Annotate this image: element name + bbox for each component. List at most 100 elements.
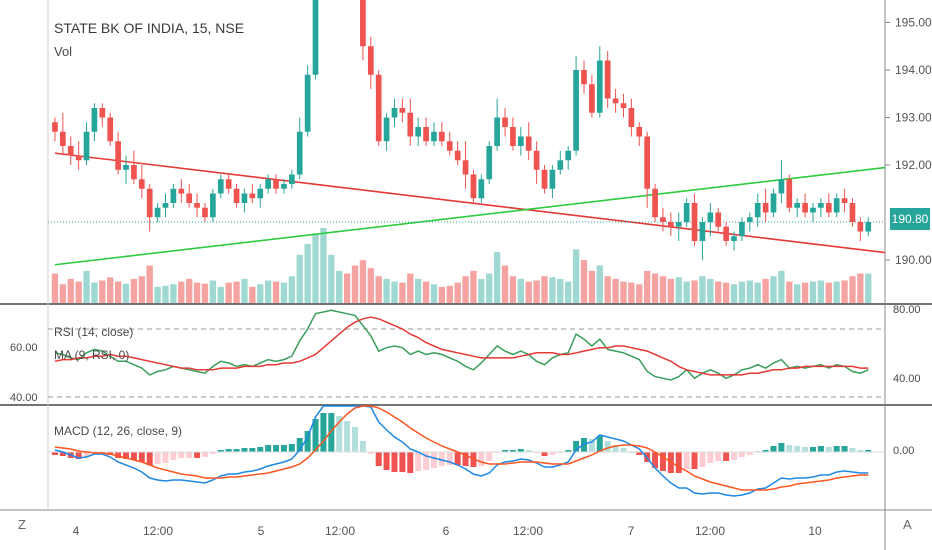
volume-bar	[580, 260, 588, 303]
volume-bar	[328, 254, 335, 303]
volume-bar	[138, 276, 145, 303]
candle-body	[138, 179, 145, 189]
auto-scale-a-button[interactable]: A	[903, 517, 912, 532]
rsi-left-lower: 40.00	[10, 392, 38, 404]
time-tick-label: 10	[808, 524, 822, 538]
candle-body	[612, 98, 619, 104]
volume-bar	[304, 244, 311, 303]
macd-histogram-bar	[288, 444, 295, 452]
price-tick-label: 195.00	[895, 16, 932, 30]
candle-body	[312, 0, 319, 75]
volume-bar	[249, 286, 256, 303]
candle-body	[257, 188, 264, 199]
volume-bar	[407, 273, 414, 303]
volume-bar	[130, 278, 138, 303]
candle-body	[818, 203, 824, 208]
macd-histogram-bar	[154, 452, 161, 464]
volume-bar	[778, 270, 785, 303]
uptrend-trendline	[54, 166, 886, 266]
volume-bar	[201, 283, 209, 303]
macd-histogram-bar	[699, 452, 706, 467]
time-tick-label: 12:00	[143, 524, 173, 538]
time-tick-label: 6	[443, 524, 450, 538]
volume-bar	[51, 273, 59, 303]
macd-histogram-bar	[841, 446, 848, 452]
volume-bar	[770, 276, 777, 303]
macd-histogram-bar	[359, 441, 366, 452]
candle-body	[746, 217, 753, 222]
candle-body	[636, 127, 643, 137]
candle-body	[525, 136, 532, 151]
macd-histogram-bar	[809, 447, 816, 452]
volume-bar	[99, 280, 106, 303]
macd-histogram-bar	[502, 450, 509, 452]
volume-bar	[715, 281, 722, 303]
price-tick-label: 193.00	[895, 111, 932, 125]
volume-bar	[257, 284, 264, 303]
macd-histogram-bar	[391, 452, 398, 472]
time-tick-label: 5	[258, 524, 265, 538]
volume-bar	[628, 282, 635, 303]
macd-histogram-bar	[83, 452, 90, 457]
macd-histogram-bar	[762, 450, 769, 452]
candle-body	[52, 122, 58, 132]
candle-body	[60, 131, 66, 146]
volume-bar	[470, 270, 477, 303]
volume-bar	[833, 281, 840, 303]
candle-body	[194, 203, 200, 208]
macd-histogram-bar	[273, 445, 280, 452]
macd-histogram-bar	[738, 452, 745, 457]
macd-histogram-bar	[75, 452, 82, 459]
volume-bar	[730, 284, 738, 303]
macd-histogram-bar	[423, 452, 430, 470]
candle-body	[288, 174, 295, 184]
volume-bar	[754, 282, 761, 303]
candle-body	[849, 203, 856, 222]
volume-bar	[288, 276, 295, 303]
macd-histogram-bar	[241, 448, 248, 452]
volume-bar	[280, 282, 288, 303]
candle-body	[573, 70, 579, 151]
volume-bar	[320, 228, 327, 303]
candle-body	[439, 131, 445, 142]
macd-histogram-bar	[312, 419, 319, 452]
time-tick-label: 7	[628, 524, 635, 538]
volume-bar	[422, 281, 430, 303]
volume-bar	[604, 276, 611, 303]
macd-histogram-bar	[170, 452, 177, 460]
volume-bar	[644, 270, 651, 303]
macd-histogram-bar	[652, 452, 659, 468]
volume-bar	[691, 280, 698, 303]
candle-body	[375, 74, 382, 142]
candle-body	[502, 117, 508, 127]
macd-histogram-bar	[186, 452, 193, 458]
volume-bar	[501, 265, 509, 303]
candle-body	[589, 84, 595, 113]
candle-body	[431, 131, 437, 142]
candle-body	[399, 108, 406, 113]
volume-bar	[367, 268, 374, 303]
volume-bar	[375, 276, 382, 303]
candle-body	[367, 46, 374, 75]
volume-bar	[707, 278, 714, 303]
volume-bar	[122, 283, 130, 303]
macd-histogram-bar	[770, 446, 777, 452]
candle-body	[699, 222, 706, 241]
volume-bar	[343, 273, 351, 303]
macd-histogram-bar	[588, 439, 595, 452]
candle-body	[154, 207, 161, 218]
macd-histogram-bar	[375, 452, 382, 466]
candle-body	[557, 160, 564, 170]
candle-body	[644, 136, 651, 189]
candle-body	[596, 60, 603, 113]
volume-bar	[493, 252, 501, 303]
auto-scale-z-button[interactable]: Z	[18, 517, 26, 532]
volume-bar	[399, 282, 406, 303]
candle-body	[731, 236, 737, 241]
candle-body	[810, 207, 816, 213]
macd-histogram-bar	[817, 446, 824, 452]
macd-histogram-bar	[162, 452, 169, 463]
volume-bar	[59, 284, 67, 303]
macd-histogram-bar	[280, 445, 287, 452]
